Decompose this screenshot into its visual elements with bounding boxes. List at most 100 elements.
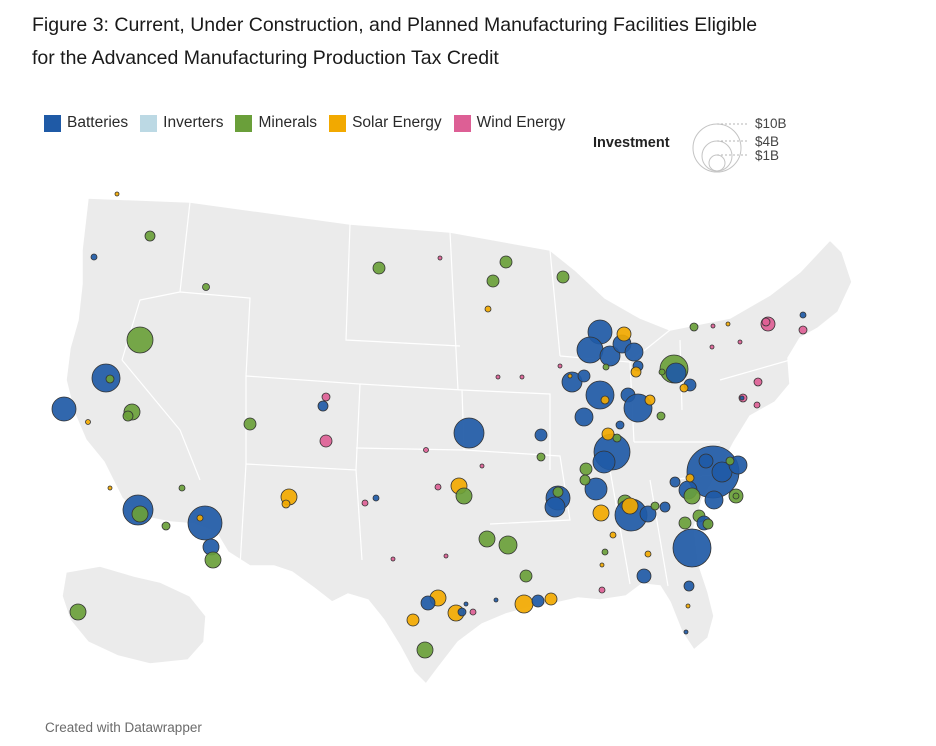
facility-marker-batteries[interactable]: [698, 453, 714, 469]
facility-marker-batteries[interactable]: [493, 597, 499, 603]
facility-marker-minerals[interactable]: [372, 261, 386, 275]
legend-item-inverters[interactable]: Inverters: [140, 114, 223, 132]
facility-marker-wind-energy[interactable]: [709, 344, 715, 350]
facility-marker-minerals[interactable]: [243, 417, 257, 431]
facility-marker-batteries[interactable]: [585, 380, 615, 410]
facility-marker-batteries[interactable]: [669, 476, 681, 488]
facility-marker-minerals[interactable]: [602, 363, 610, 371]
facility-marker-minerals[interactable]: [579, 474, 591, 486]
facility-marker-wind-energy[interactable]: [437, 255, 443, 261]
facility-marker-batteries[interactable]: [639, 505, 657, 523]
facility-marker-batteries[interactable]: [683, 629, 689, 635]
facility-marker-batteries[interactable]: [574, 407, 594, 427]
facility-marker-wind-energy[interactable]: [737, 339, 743, 345]
facility-marker-wind-energy[interactable]: [434, 483, 442, 491]
facility-marker-minerals[interactable]: [131, 505, 149, 523]
legend-item-solar-energy[interactable]: Solar Energy: [329, 114, 442, 132]
facility-marker-wind-energy[interactable]: [519, 374, 525, 380]
facility-marker-batteries[interactable]: [683, 580, 695, 592]
facility-marker-batteries[interactable]: [420, 595, 436, 611]
facility-marker-wind-energy[interactable]: [390, 556, 396, 562]
legend-item-batteries[interactable]: Batteries: [44, 114, 128, 132]
facility-marker-batteries[interactable]: [372, 494, 380, 502]
facility-marker-batteries[interactable]: [51, 396, 77, 422]
facility-marker-batteries[interactable]: [534, 428, 548, 442]
facility-marker-minerals[interactable]: [105, 374, 115, 384]
facility-marker-solar-energy[interactable]: [725, 321, 731, 327]
facility-marker-minerals[interactable]: [486, 274, 500, 288]
facility-marker-solar-energy[interactable]: [281, 499, 291, 509]
facility-marker-batteries[interactable]: [665, 362, 687, 384]
facility-marker-minerals[interactable]: [455, 487, 473, 505]
facility-marker-solar-energy[interactable]: [599, 562, 605, 568]
facility-marker-minerals[interactable]: [658, 368, 666, 376]
facility-marker-wind-energy[interactable]: [443, 553, 449, 559]
facility-marker-solar-energy[interactable]: [107, 485, 113, 491]
facility-marker-minerals[interactable]: [126, 326, 154, 354]
facility-marker-minerals[interactable]: [202, 283, 210, 291]
facility-marker-batteries[interactable]: [544, 496, 566, 518]
facility-marker-batteries[interactable]: [463, 601, 469, 607]
facility-marker-batteries[interactable]: [187, 505, 223, 541]
facility-marker-minerals[interactable]: [725, 456, 735, 466]
facility-marker-solar-energy[interactable]: [484, 305, 492, 313]
facility-marker-minerals[interactable]: [161, 521, 171, 531]
facility-marker-solar-energy[interactable]: [567, 373, 573, 379]
facility-marker-wind-energy[interactable]: [753, 377, 763, 387]
facility-marker-wind-energy[interactable]: [423, 447, 429, 453]
facility-marker-minerals[interactable]: [204, 551, 222, 569]
facility-marker-wind-energy[interactable]: [495, 374, 501, 380]
facility-marker-minerals[interactable]: [499, 255, 513, 269]
facility-marker-wind-energy[interactable]: [598, 586, 606, 594]
facility-marker-wind-energy[interactable]: [761, 317, 771, 327]
facility-marker-batteries[interactable]: [577, 369, 591, 383]
facility-marker-wind-energy[interactable]: [753, 401, 761, 409]
facility-marker-batteries[interactable]: [457, 607, 467, 617]
facility-marker-wind-energy[interactable]: [479, 463, 485, 469]
facility-marker-wind-energy[interactable]: [319, 434, 333, 448]
facility-marker-solar-energy[interactable]: [592, 504, 610, 522]
facility-marker-wind-energy[interactable]: [469, 608, 477, 616]
facility-marker-solar-energy[interactable]: [514, 594, 534, 614]
facility-marker-solar-energy[interactable]: [644, 550, 652, 558]
facility-marker-minerals[interactable]: [732, 492, 740, 500]
facility-marker-solar-energy[interactable]: [85, 419, 91, 425]
facility-marker-solar-energy[interactable]: [616, 326, 632, 342]
facility-marker-batteries[interactable]: [592, 450, 616, 474]
facility-marker-batteries[interactable]: [704, 490, 724, 510]
facility-marker-solar-energy[interactable]: [685, 603, 691, 609]
facility-marker-minerals[interactable]: [536, 452, 546, 462]
facility-marker-solar-energy[interactable]: [630, 366, 642, 378]
facility-marker-solar-energy[interactable]: [196, 514, 204, 522]
facility-marker-solar-energy[interactable]: [406, 613, 420, 627]
facility-marker-batteries[interactable]: [531, 594, 545, 608]
facility-marker-wind-energy[interactable]: [361, 499, 369, 507]
facility-marker-minerals[interactable]: [650, 501, 660, 511]
facility-marker-minerals[interactable]: [702, 518, 714, 530]
facility-marker-minerals[interactable]: [601, 548, 609, 556]
facility-marker-minerals[interactable]: [579, 462, 593, 476]
legend-item-wind-energy[interactable]: Wind Energy: [453, 114, 565, 132]
facility-marker-minerals[interactable]: [678, 516, 692, 530]
facility-marker-batteries[interactable]: [799, 311, 807, 319]
facility-marker-solar-energy[interactable]: [685, 473, 695, 483]
facility-marker-batteries[interactable]: [90, 253, 98, 261]
facility-marker-solar-energy[interactable]: [609, 531, 617, 539]
facility-marker-solar-energy[interactable]: [679, 383, 689, 393]
facility-marker-minerals[interactable]: [519, 569, 533, 583]
facility-marker-solar-energy[interactable]: [621, 497, 639, 515]
facility-marker-minerals[interactable]: [683, 487, 701, 505]
facility-marker-wind-energy[interactable]: [798, 325, 808, 335]
facility-marker-batteries[interactable]: [584, 477, 608, 501]
facility-marker-solar-energy[interactable]: [601, 427, 615, 441]
facility-marker-minerals[interactable]: [478, 530, 496, 548]
facility-marker-batteries[interactable]: [317, 400, 329, 412]
facility-marker-minerals[interactable]: [498, 535, 518, 555]
legend-item-minerals[interactable]: Minerals: [235, 114, 317, 132]
facility-marker-minerals[interactable]: [144, 230, 156, 242]
facility-marker-minerals[interactable]: [556, 270, 570, 284]
facility-marker-batteries[interactable]: [453, 417, 485, 449]
facility-marker-solar-energy[interactable]: [114, 191, 120, 197]
facility-marker-minerals[interactable]: [552, 486, 564, 498]
facility-marker-minerals[interactable]: [178, 484, 186, 492]
